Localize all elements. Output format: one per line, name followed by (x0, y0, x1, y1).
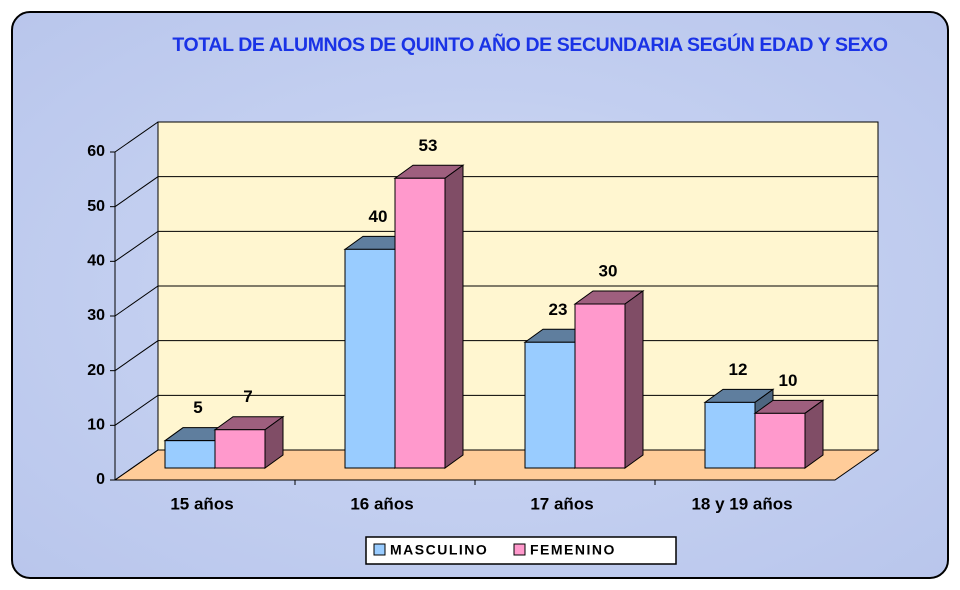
data-label: 12 (729, 360, 748, 379)
data-label: 30 (599, 261, 618, 280)
legend-label: FEMENINO (530, 542, 616, 558)
data-label: 5 (193, 398, 202, 417)
legend-swatch (373, 543, 386, 556)
y-tick-label: 60 (87, 143, 105, 160)
bar-front (394, 177, 446, 469)
x-tick-label: 15 años (170, 494, 233, 513)
legend-swatch (513, 543, 526, 556)
chart-title: TOTAL DE ALUMNOS DE QUINTO AÑO DE SECUND… (172, 34, 888, 56)
bar-front (754, 412, 806, 469)
bar-front (164, 440, 216, 469)
bar-front (704, 401, 756, 469)
data-label: 10 (779, 371, 798, 390)
bar (213, 415, 285, 469)
x-tick-label: 16 años (350, 494, 413, 513)
bar-front (214, 429, 266, 469)
bar-side (624, 290, 644, 469)
data-label: 23 (549, 300, 568, 319)
y-tick-label: 0 (96, 471, 105, 488)
grid-line (114, 176, 878, 208)
bar (753, 399, 825, 469)
grid-line (114, 121, 878, 153)
bar-side (444, 164, 464, 469)
data-label: 53 (419, 136, 438, 155)
y-tick-label: 30 (87, 307, 105, 324)
plot-area: 0 10 20 30 40 50 60 15 años 16 años 17 años 18 y 1… (87, 121, 880, 513)
legend-label: MASCULINO (390, 542, 488, 558)
x-tick-label: 18 y 19 años (691, 494, 792, 513)
y-tick-label: 10 (87, 417, 105, 434)
bar-front (524, 341, 576, 469)
y-tick-label: 40 (87, 253, 105, 270)
grid-line (114, 230, 878, 262)
bar-front (574, 303, 626, 469)
data-label: 40 (369, 207, 388, 226)
y-tick-label: 20 (87, 362, 105, 379)
data-label: 7 (243, 387, 252, 406)
bar (393, 164, 465, 469)
y-tick-label: 50 (87, 198, 105, 215)
bar-front (344, 248, 396, 469)
grid-line (114, 285, 878, 317)
x-tick-label: 17 años (530, 494, 593, 513)
bar (573, 290, 645, 469)
